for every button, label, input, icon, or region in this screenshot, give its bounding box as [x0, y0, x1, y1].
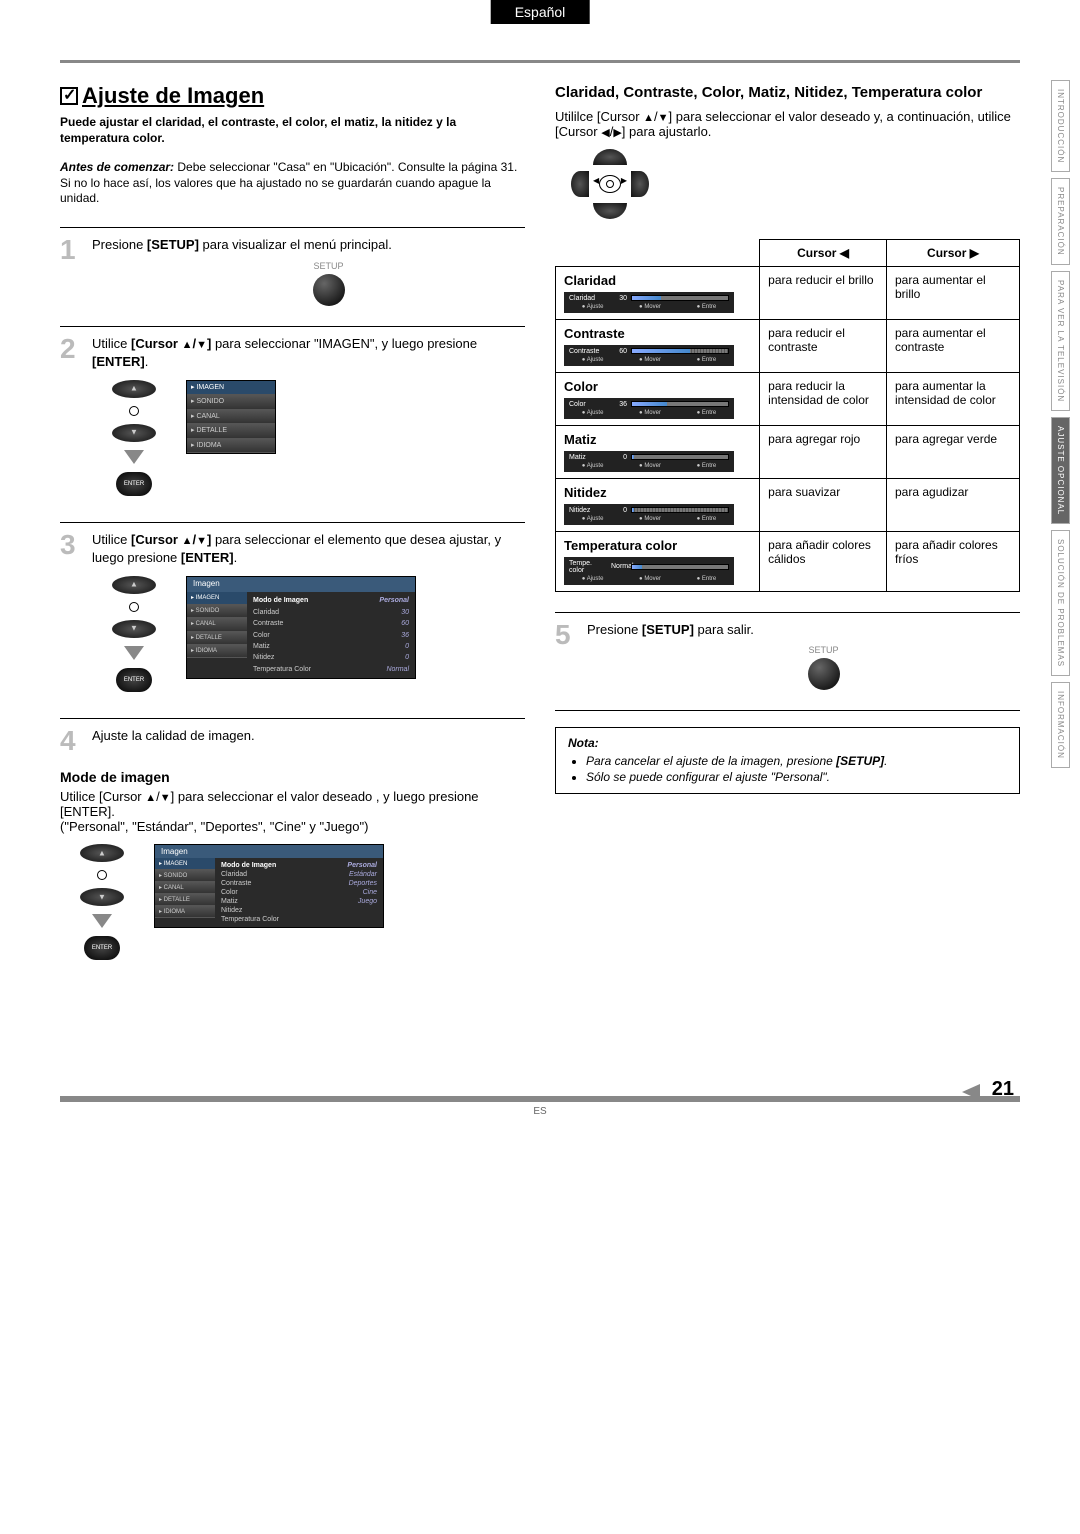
updown-pad-icon: ENTER [80, 844, 124, 960]
table-row: ContrasteContraste60AjusteMoverEntrepara… [556, 319, 1020, 372]
side-tab: INTRODUCCIÓN [1051, 80, 1070, 172]
side-tabs: INTRODUCCIÓN PREPARACIÓN PARA VER LA TELEV… [1051, 80, 1070, 768]
side-tab: AJUSTE OPCIONAL [1051, 417, 1070, 524]
step-2-text: Utilice [Cursor ▲/▼] para seleccionar "I… [92, 336, 477, 369]
note-item: Sólo se puede configurar el ajuste "Pers… [586, 770, 1007, 786]
step-1: 1 Presione [SETUP] para visualizar el me… [60, 236, 525, 316]
setup-round-icon [313, 274, 345, 306]
mode-text-1: Utilice [Cursor ▲/▼] para seleccionar el… [60, 789, 525, 819]
setup-button-graphic: SETUP [627, 644, 1020, 690]
th-cursor-right: Cursor ▶ [887, 239, 1020, 266]
osd-menu-wide: Imagen ▸ IMAGEN▸ SONIDO▸ CANAL▸ DETALLE▸… [186, 576, 416, 679]
table-row: MatizMatiz0AjusteMoverEntrepara agregar … [556, 425, 1020, 478]
side-tab: PREPARACIÓN [1051, 178, 1070, 265]
table-row: ColorColor36AjusteMoverEntrepara reducir… [556, 372, 1020, 425]
updown-pad-icon: ENTER [112, 576, 156, 692]
step-5-text: Presione [SETUP] para salir. [587, 622, 754, 637]
left-column: Ajuste de Imagen Puede ajustar el clarid… [60, 83, 525, 976]
step-3: 3 Utilice [Cursor ▲/▼] para seleccionar … [60, 531, 525, 708]
osd-menu-wide-modes: Imagen ▸ IMAGEN▸ SONIDO▸ CANAL▸ DETALLE▸… [154, 844, 384, 928]
mode-text-2: ("Personal", "Estándar", "Deportes", "Ci… [60, 819, 525, 834]
footer: 21 ES [60, 1096, 1020, 1117]
step-4: 4 Ajuste la calidad de imagen. [60, 727, 525, 755]
step-1-text: Presione [SETUP] para visualizar el menú… [92, 237, 392, 252]
note-box: Nota: Para cancelar el ajuste de la imag… [555, 727, 1020, 794]
step-number: 1 [60, 236, 84, 316]
side-tab: PARA VER LA TELEVISIÓN [1051, 271, 1070, 411]
page-container: Español INTRODUCCIÓN PREPARACIÓN PARA VER … [0, 0, 1080, 1157]
language-tab: Español [491, 0, 590, 24]
step-2: 2 Utilice [Cursor ▲/▼] para seleccionar … [60, 335, 525, 512]
dpad-icon: ◀ ▶ [565, 149, 655, 219]
step-5: 5 Presione [SETUP] para salir. SETUP [555, 621, 1020, 701]
note-item: Para cancelar el ajuste de la imagen, pr… [586, 754, 1007, 770]
table-row: NitidezNitidez0AjusteMoverEntrepara suav… [556, 478, 1020, 531]
intro-text: Puede ajustar el claridad, el contraste,… [60, 115, 525, 146]
step-3-text: Utilice [Cursor ▲/▼] para seleccionar el… [92, 532, 501, 565]
enter-button-icon: ENTER [116, 472, 152, 496]
table-row: Temperatura colorTempe. colorNormalAjust… [556, 531, 1020, 591]
check-icon [60, 87, 78, 105]
right-heading: Claridad, Contraste, Color, Matiz, Nitid… [555, 83, 1020, 103]
right-intro: Utililce [Cursor ▲/▼] para seleccionar e… [555, 109, 1020, 139]
before-text: Antes de comenzar: Debe seleccionar "Cas… [60, 160, 525, 207]
top-rule [60, 60, 1020, 63]
es-label: ES [60, 1106, 1020, 1117]
right-column: Claridad, Contraste, Color, Matiz, Nitid… [555, 83, 1020, 976]
th-cursor-left: Cursor ◀ [760, 239, 887, 266]
adjustment-table: Cursor ◀ Cursor ▶ ClaridadClaridad30Ajus… [555, 239, 1020, 592]
table-row: ClaridadClaridad30AjusteMoverEntrepara r… [556, 266, 1020, 319]
updown-pad-icon: ENTER [112, 380, 156, 496]
setup-button-graphic: SETUP [132, 260, 525, 306]
osd-menu-small: ▸ IMAGEN▸ SONIDO▸ CANAL▸ DETALLE▸ IDIOMA [186, 380, 276, 454]
side-tab: INFORMACIÓN [1051, 682, 1070, 768]
mode-heading: Mode de imagen [60, 769, 525, 785]
side-tab: SOLUCIÓN DE PROBLEMAS [1051, 530, 1070, 676]
page-title: Ajuste de Imagen [60, 83, 525, 109]
two-columns: Ajuste de Imagen Puede ajustar el clarid… [60, 83, 1020, 976]
